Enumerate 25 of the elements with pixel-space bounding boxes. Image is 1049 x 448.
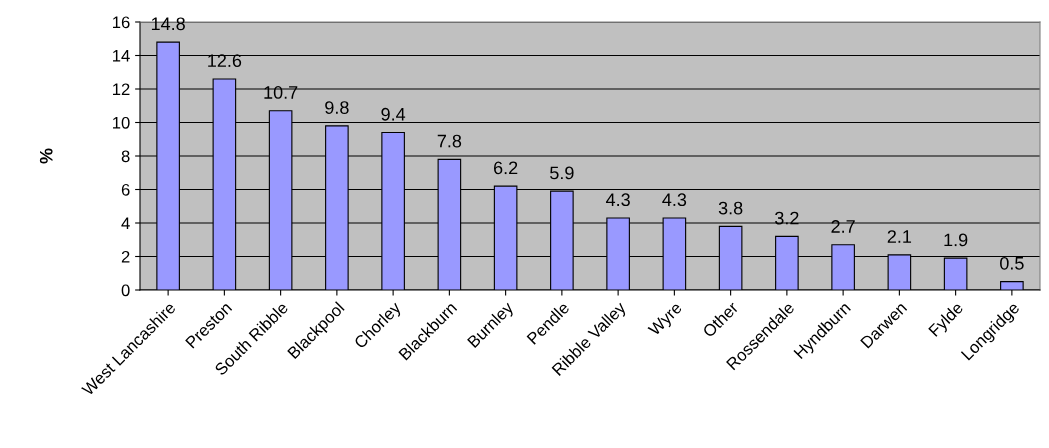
- data-label: 2.7: [831, 220, 855, 233]
- y-tick-label: 12: [113, 83, 130, 96]
- data-label: 9.8: [325, 101, 349, 114]
- data-label: 9.4: [381, 107, 406, 121]
- data-label: 4.3: [605, 193, 630, 207]
- y-tick-label: 0: [121, 284, 130, 297]
- data-label: 4.3: [662, 193, 687, 207]
- data-label: 14.8: [151, 17, 185, 31]
- data-label: 2.1: [887, 230, 912, 243]
- data-label: 7.8: [437, 134, 462, 148]
- y-tick-label: 8: [121, 150, 130, 163]
- data-label: 6.2: [493, 161, 518, 175]
- data-label: 10.7: [264, 86, 298, 99]
- y-tick-label: 2: [121, 250, 130, 263]
- y-tick-label: 14: [113, 50, 130, 62]
- y-tick-label: 6: [121, 183, 130, 196]
- y-tick-label: 10: [113, 116, 130, 129]
- y-axis-title: %: [39, 148, 53, 164]
- data-label: 0.5: [1000, 256, 1024, 270]
- y-tick-label: 16: [113, 16, 130, 29]
- y-tick-label: 4: [121, 217, 130, 230]
- data-label: 1.9: [944, 233, 968, 247]
- data-label: 3.2: [775, 211, 799, 225]
- data-label: 3.8: [718, 201, 743, 215]
- data-label: 5.9: [550, 166, 574, 180]
